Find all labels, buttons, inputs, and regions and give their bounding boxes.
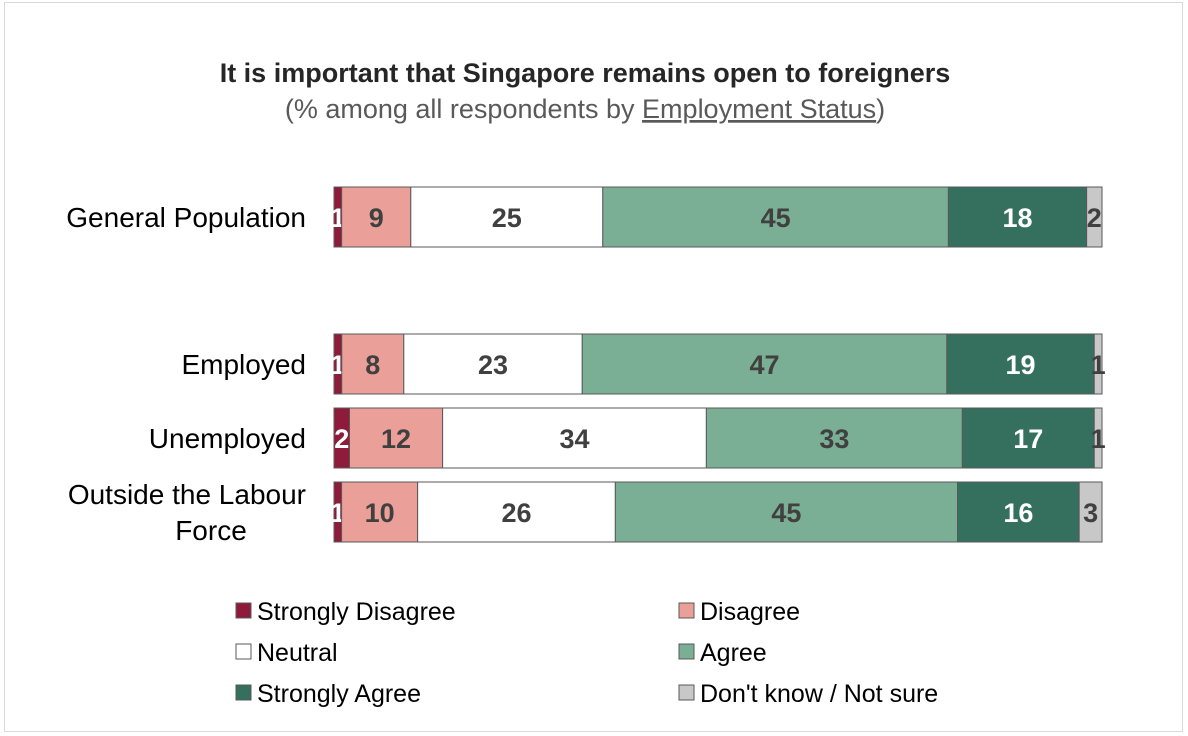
bar-segment — [1093, 333, 1103, 395]
bar-segment — [341, 481, 419, 543]
bar-segment — [1093, 407, 1103, 469]
legend-swatch — [678, 602, 695, 619]
bar-segment — [947, 186, 1088, 248]
bar-segment — [410, 186, 604, 248]
category-label: General Population — [66, 202, 306, 233]
category-label-line: General Population — [66, 202, 306, 233]
data-label: 3 — [1083, 498, 1098, 528]
data-label: 1 — [1091, 350, 1106, 380]
data-label: 18 — [1002, 203, 1032, 233]
data-label: 16 — [1003, 498, 1033, 528]
data-label: 45 — [761, 203, 791, 233]
subtitle-suffix: ) — [876, 94, 885, 124]
legend-swatch — [235, 684, 252, 701]
data-label: 34 — [559, 424, 589, 454]
category-label-line: Employed — [181, 349, 306, 380]
legend-swatch — [235, 602, 252, 619]
bar-segment — [442, 407, 707, 469]
bar-segment — [403, 333, 583, 395]
legend-label: Disagree — [700, 598, 800, 626]
data-label: 17 — [1013, 424, 1043, 454]
legend-label: Strongly Disagree — [257, 598, 456, 626]
legend-label: Strongly Agree — [257, 680, 421, 708]
legend-label: Don't know / Not sure — [700, 680, 938, 708]
bar-segment — [946, 333, 1095, 395]
category-labels: General Population Employed Unemployed Outs… — [66, 202, 306, 546]
data-label: 25 — [492, 203, 522, 233]
category-label-line: Unemployed — [149, 423, 306, 454]
subtitle-prefix: (% among all respondents by — [285, 94, 642, 124]
category-label: Employed — [181, 349, 306, 380]
data-label: 19 — [1006, 350, 1036, 380]
bar-segment — [1078, 481, 1103, 543]
data-label: 33 — [819, 424, 849, 454]
category-label-line: Force — [175, 515, 247, 546]
data-label: 1 — [1091, 424, 1106, 454]
chart-subtitle: (% among all respondents by Employment S… — [285, 94, 885, 124]
data-label: 23 — [478, 350, 508, 380]
data-label: 12 — [381, 424, 411, 454]
category-label: Unemployed — [149, 423, 306, 454]
data-label: 47 — [750, 350, 780, 380]
bar-segment — [602, 186, 949, 248]
data-label: 8 — [365, 350, 380, 380]
bar-segment — [1086, 186, 1103, 248]
bar-segment — [961, 407, 1095, 469]
legend-swatch — [678, 643, 695, 660]
legend-swatch — [235, 643, 252, 660]
data-label: 2 — [1087, 203, 1102, 233]
bar-segment — [614, 481, 959, 543]
data-label: 10 — [365, 498, 395, 528]
bar-segment — [957, 481, 1080, 543]
bar-segment — [349, 407, 444, 469]
data-label: 9 — [369, 203, 384, 233]
subtitle-link: Employment Status — [642, 94, 876, 124]
legend-label: Neutral — [257, 639, 338, 667]
legend: Strongly Disagree Disagree Neutral Agree Str… — [235, 598, 938, 708]
bars-group: 1 9 25 45 18 21 8 23 47 19 12 12 34 33 17 11 10 26 45 16 3 — [330, 186, 1106, 543]
category-label: Outside the Labour Force — [68, 479, 306, 546]
chart-title: It is important that Singapore remains o… — [220, 58, 951, 88]
data-label: 2 — [334, 424, 349, 454]
legend-swatch — [678, 684, 695, 701]
data-label: 26 — [501, 498, 531, 528]
legend-label: Agree — [700, 639, 767, 667]
bar-segment — [581, 333, 948, 395]
category-label-line: Outside the Labour — [68, 479, 306, 510]
data-label: 45 — [771, 498, 801, 528]
bar-segment — [705, 407, 963, 469]
